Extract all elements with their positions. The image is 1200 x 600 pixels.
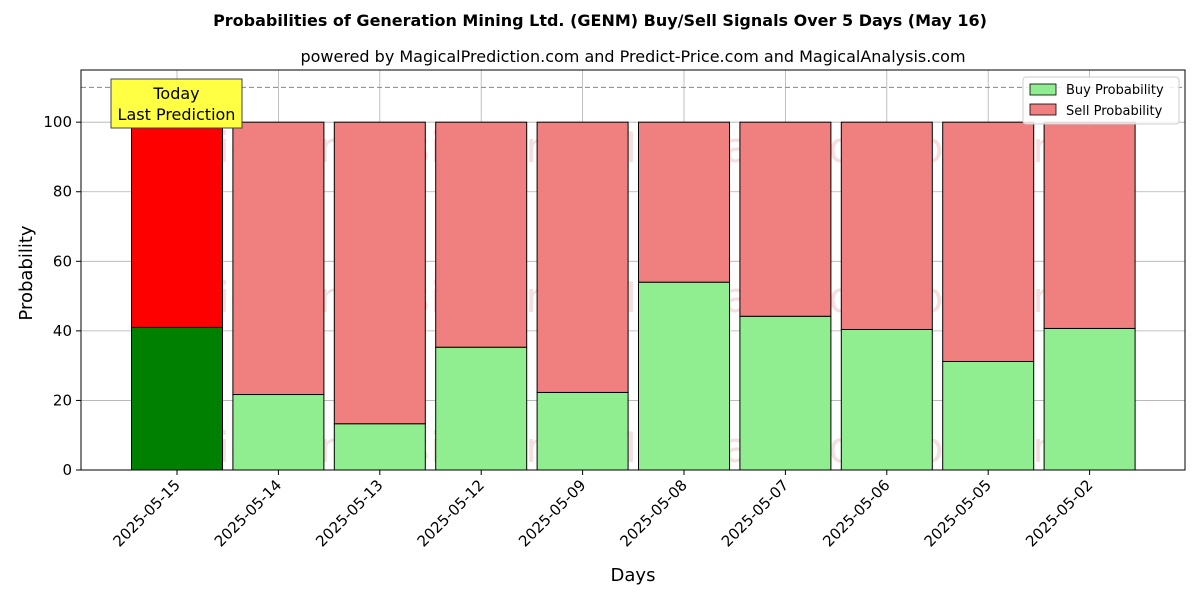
y-tick-label-100: 100 — [43, 113, 72, 131]
x-tick-label-2025-05-05: 2025-05-05 — [921, 476, 995, 550]
bar-sell-2025-05-12 — [435, 121, 528, 348]
x-tick-label-2025-05-08: 2025-05-08 — [616, 476, 690, 550]
today-annotation: Today Last Prediction — [110, 78, 243, 129]
bar-buy-2025-05-02 — [1043, 327, 1136, 471]
y-tick-label-40: 40 — [53, 322, 72, 340]
legend-swatch-buy — [1029, 83, 1057, 96]
bar-sell-2025-05-14 — [232, 121, 325, 396]
legend-label-buy: Buy Probability — [1066, 83, 1164, 98]
bar-buy-2025-05-09 — [536, 391, 629, 471]
y-axis-ticks: 0 20 40 60 80 100 — [43, 113, 81, 479]
bar-sell-2025-05-05 — [942, 121, 1035, 362]
plot-frame — [80, 69, 1186, 471]
x-tick-label-2025-05-14: 2025-05-14 — [211, 476, 285, 550]
x-tick-label-2025-05-13: 2025-05-13 — [312, 476, 386, 550]
y-tick-label-80: 80 — [53, 183, 72, 201]
x-axis-ticks: 2025-05-15 2025-05-14 2025-05-13 2025-05-12… — [109, 470, 1096, 550]
bar-buy-2025-05-14 — [232, 394, 325, 471]
y-tick-label-60: 60 — [53, 252, 72, 270]
annotation-box — [110, 78, 243, 129]
x-axis-label: Days — [611, 565, 656, 586]
bar-buy-2025-05-12 — [435, 346, 528, 471]
bar-buy-2025-05-07 — [739, 315, 832, 471]
legend-label-sell: Sell Probability — [1066, 104, 1163, 119]
bar-sell-2025-05-09 — [536, 121, 629, 393]
x-tick-label-2025-05-02: 2025-05-02 — [1022, 476, 1096, 550]
x-tick-label-2025-05-07: 2025-05-07 — [718, 476, 792, 550]
y-tick-label-20: 20 — [53, 391, 72, 409]
legend-frame — [1022, 76, 1180, 125]
bar-sell-2025-05-08 — [638, 121, 730, 283]
chart-subtitle: powered by MagicalPrediction.com and Pre… — [300, 47, 965, 66]
annotation-line-1: Today — [152, 84, 199, 103]
x-tick-label-2025-05-12: 2025-05-12 — [414, 476, 488, 550]
y-axis-label: Probability — [16, 225, 37, 320]
y-tick-label-0: 0 — [62, 461, 72, 479]
chart-title: Probabilities of Generation Mining Ltd. … — [213, 11, 987, 30]
bar-buy-2025-05-08 — [638, 281, 730, 471]
bar-buy-2025-05-13 — [333, 423, 426, 471]
bar-buy-2025-05-15 — [131, 326, 223, 471]
legend: Buy Probability Sell Probability — [1022, 76, 1180, 125]
bar-sell-2025-05-15 — [131, 121, 223, 328]
bar-sell-2025-05-02 — [1043, 121, 1136, 329]
bars — [131, 121, 1136, 471]
annotation-line-2: Last Prediction — [118, 105, 236, 124]
x-tick-label-2025-05-15: 2025-05-15 — [109, 476, 183, 550]
bar-sell-2025-05-06 — [840, 121, 933, 330]
bar-sell-2025-05-13 — [333, 121, 426, 425]
bar-sell-2025-05-07 — [739, 121, 832, 317]
x-tick-label-2025-05-06: 2025-05-06 — [819, 476, 893, 550]
x-tick-label-2025-05-09: 2025-05-09 — [515, 476, 589, 550]
legend-swatch-sell — [1029, 103, 1057, 116]
bar-buy-2025-05-06 — [840, 328, 933, 471]
bar-buy-2025-05-05 — [942, 360, 1035, 471]
